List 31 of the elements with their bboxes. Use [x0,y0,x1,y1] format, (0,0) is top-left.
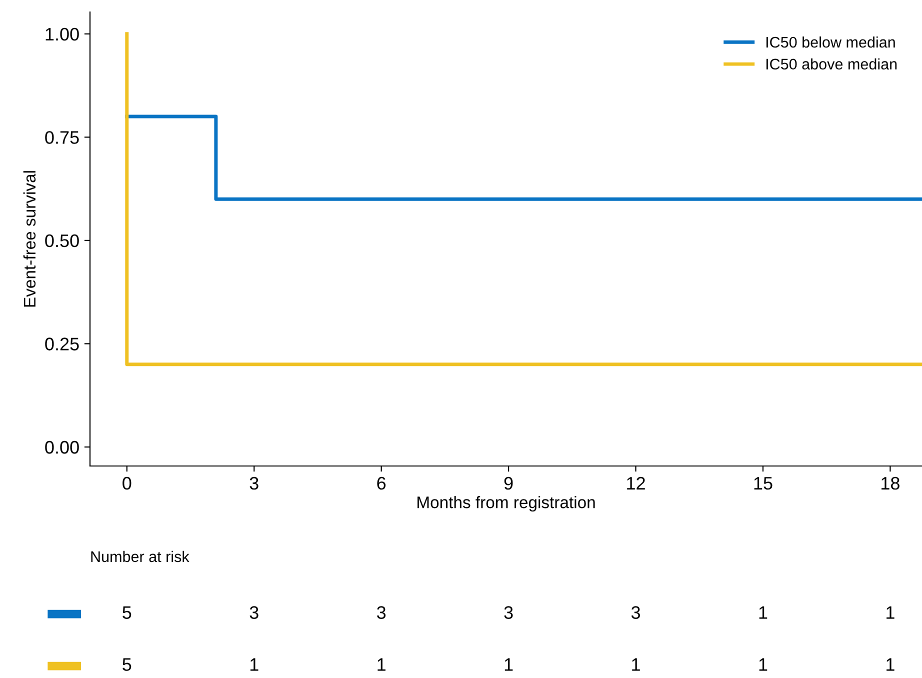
y-tick-label: 0.25 [45,338,79,350]
y-tick-label: 0.50 [45,234,79,248]
text: 3 [250,606,258,619]
x-tick-label: 15 [754,477,772,490]
x-axis-title: Months from registration [418,496,595,512]
x-tick-label: 18 [882,476,900,490]
x-tick-label: 3 [250,476,258,490]
text: 1 [886,606,894,619]
legend-label: IC50 below median [766,36,895,48]
text: 5 [122,658,132,671]
text: 3 [376,606,386,619]
text: 1 [886,658,894,671]
text: 1 [250,658,258,671]
x-tick-label: 0 [122,476,132,490]
text: 1 [759,606,768,619]
text: 1 [504,658,513,671]
text: 1 [759,658,768,671]
legend-label: IC50 above median [766,58,897,70]
y-tick-label: 0.75 [45,131,79,144]
x-tick-label: 9 [504,476,513,490]
y-tick-label: 1.00 [46,28,79,41]
y-axis-title: Event-free survival [23,171,36,307]
text: 3 [504,606,513,619]
x-tick-label: 12 [627,476,645,490]
text: 5 [122,606,132,619]
text: 3 [631,606,640,619]
text: 1 [378,658,386,671]
y-tick-label: 0.00 [45,440,79,454]
text: 1 [632,658,640,671]
x-tick-label: 6 [377,476,386,490]
text: Number at risk [91,550,190,562]
